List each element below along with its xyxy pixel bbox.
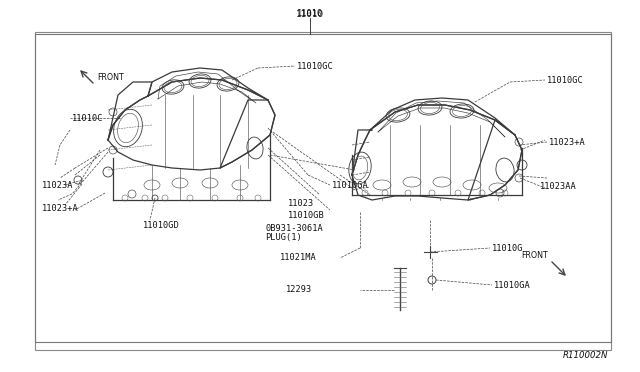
Text: FRONT: FRONT: [97, 73, 124, 82]
Text: FRONT: FRONT: [521, 251, 548, 260]
Text: R110002N: R110002N: [563, 350, 608, 359]
Bar: [35, 32, 611, 350]
Text: 11010GA: 11010GA: [332, 180, 369, 189]
Text: 11021MA: 11021MA: [280, 253, 317, 263]
Text: PLUG(1): PLUG(1): [265, 232, 301, 241]
Text: 11023A: 11023A: [42, 180, 74, 189]
Text: 11010GC: 11010GC: [297, 61, 333, 71]
Text: 11023+A: 11023+A: [42, 203, 79, 212]
Text: 11023+A: 11023+A: [549, 138, 586, 147]
Text: 11010GA: 11010GA: [494, 280, 531, 289]
Text: 11010C: 11010C: [72, 113, 104, 122]
Text: 11023AA: 11023AA: [540, 182, 577, 190]
Text: 11010: 11010: [297, 9, 324, 17]
Text: 0B931-3061A: 0B931-3061A: [265, 224, 323, 232]
Text: 11010: 11010: [296, 10, 324, 19]
Text: 11010G: 11010G: [492, 244, 524, 253]
Text: 11023: 11023: [288, 199, 314, 208]
Text: 11010GB: 11010GB: [288, 211, 324, 219]
Text: 12293: 12293: [286, 285, 312, 295]
Text: 11010GC: 11010GC: [547, 76, 584, 84]
Text: 11010GD: 11010GD: [143, 221, 180, 230]
Bar: [35, 34, 611, 342]
